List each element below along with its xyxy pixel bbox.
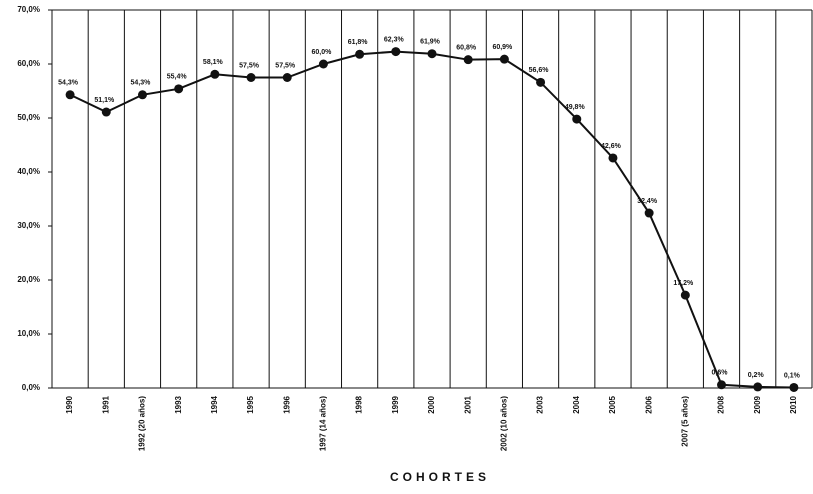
x-tick-label: 1992 (20 años) [138,396,147,451]
data-label: 57,5% [239,62,260,69]
data-label: 62,3% [384,36,405,43]
x-tick-label: 2006 [644,395,653,413]
x-axis-title: COHORTES [390,470,490,484]
data-label: 61,8% [348,39,369,46]
x-tick-label: 1997 (14 años) [319,396,328,451]
data-label: 60,0% [311,49,332,56]
y-tick-label: 30,0% [17,221,40,230]
x-tick-label: 1995 [246,395,255,413]
data-label: 55,4% [167,74,188,81]
data-label: 17,2% [673,280,694,287]
data-label: 42,6% [601,143,622,150]
data-label: 57,5% [275,62,296,69]
data-label: 49,8% [565,104,586,111]
x-tick-label: 1990 [65,395,74,413]
data-label: 51,1% [94,97,115,104]
point [391,47,401,57]
data-label: 56,6% [529,67,550,74]
point [644,208,654,218]
data-label: 60,8% [456,45,477,52]
line [69,50,794,389]
point [789,382,799,392]
data-label: 0,1% [784,372,801,379]
y-tick-label: 60,0% [17,59,40,68]
point [463,55,473,65]
x-tick-label: 2007 (5 años) [680,396,689,447]
point [246,73,256,82]
point [65,90,75,100]
x-tick-label: 1998 [355,395,364,413]
point [753,382,763,392]
x-tick-label: 2003 [536,395,545,413]
x-tick-label: 1999 [391,395,400,413]
point [427,49,437,59]
x-tick-label: 1991 [101,395,110,413]
data-label: 32,4% [637,198,658,205]
data-label: 0,2% [748,372,765,379]
y-tick-label: 50,0% [17,113,40,122]
x-tick-label: 2001 [463,395,472,413]
point [499,54,509,64]
data-label: 54,3% [131,80,152,87]
x-tick-label: 2005 [608,395,617,413]
y-tick-label: 20,0% [17,275,40,284]
x-tick-label: 2010 [789,395,798,413]
x-tick-label: 1996 [282,395,291,413]
x-tick-label: 2004 [572,395,581,413]
y-tick-label: 70,0% [17,5,40,14]
point [680,290,690,300]
point [210,69,220,79]
y-tick-label: 0,0% [22,383,40,392]
point [572,114,582,124]
y-tick-label: 10,0% [17,329,40,338]
x-tick-label: 2008 [717,395,726,413]
data-label: 0,6% [712,370,729,377]
point [717,380,727,390]
data-label: 54,3% [58,80,79,87]
data-label: 58,1% [203,59,224,66]
point [282,73,292,82]
point [355,49,365,59]
x-tick-label: 1993 [174,395,183,413]
y-tick-label: 40,0% [17,167,40,176]
x-tick-label: 2002 (10 años) [499,396,508,451]
x-tick-label: 2009 [753,395,762,413]
point [536,77,546,87]
point [101,107,111,117]
point [174,84,184,94]
data-label: 60,9% [492,44,513,51]
point [137,90,147,100]
point [608,153,618,163]
x-tick-label: 2000 [427,395,436,413]
point [318,59,328,69]
x-tick-label: 1994 [210,395,219,413]
data-label: 61,9% [420,39,441,46]
